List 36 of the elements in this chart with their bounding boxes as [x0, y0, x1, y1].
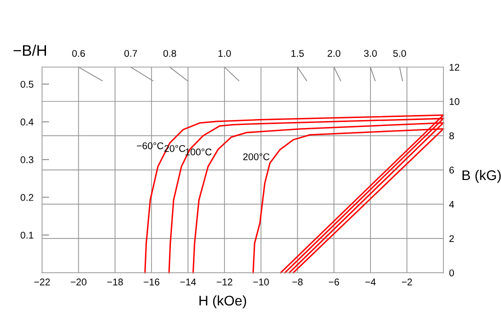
y2-tick-label: 0.5 [20, 80, 34, 88]
y-tick-label: 10 [450, 98, 460, 106]
y-axis-title: B (kG) [462, 170, 501, 183]
x-tick-label: −2 [402, 278, 412, 286]
x-tick-label: −12 [216, 278, 232, 286]
x-tick-label: −4 [365, 278, 376, 286]
y2-tick-label: 0.3 [20, 156, 34, 164]
series-label: 1.5 [291, 50, 304, 57]
y-tick-label: 8 [449, 132, 454, 140]
series-label: 5.0 [393, 50, 406, 57]
x-tick-label: −14 [180, 278, 196, 286]
series-label: −60°C [136, 142, 164, 150]
series-label: 1.0 [218, 50, 231, 57]
x-tick-label: −10 [253, 278, 269, 286]
y2-tick-label: 0.2 [20, 194, 34, 201]
x-axis-title: H (kOe) [200, 295, 246, 308]
x-tick-label: −16 [144, 278, 160, 286]
y2-axis-title: −B/H [14, 44, 46, 56]
series-label: 0.6 [72, 50, 85, 57]
y-tick-label: 0 [449, 269, 454, 276]
x-tick-label: −22 [34, 278, 50, 286]
series-label: 3.0 [364, 50, 377, 57]
x-tick-label: −8 [292, 278, 303, 286]
y2-tick-label: 0.4 [20, 118, 34, 126]
x-tick-label: −6 [328, 278, 340, 286]
series-label: 0.7 [124, 50, 138, 57]
y-tick-label: 6 [449, 166, 454, 174]
series-label: 200°C [243, 153, 270, 160]
x-tick-label: −18 [107, 278, 123, 286]
y-tick-label: 2 [449, 235, 454, 242]
series-label: 2.0 [328, 50, 340, 57]
y-tick-label: 12 [450, 64, 460, 71]
x-tick-label: −20 [70, 278, 86, 286]
y-tick-label: 4 [449, 201, 454, 208]
series-label: 0.8 [163, 50, 176, 57]
y2-tick-label: 0.1 [20, 232, 34, 239]
